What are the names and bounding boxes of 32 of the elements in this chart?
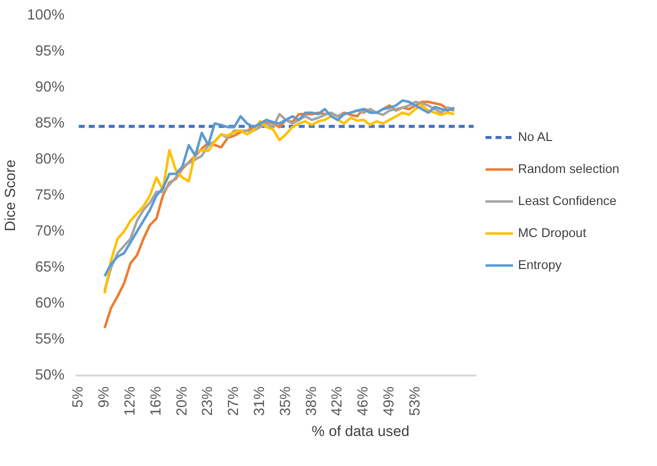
x-tick-label: 23% [200,386,216,416]
x-tick-label: 42% [330,386,346,416]
y-tick-label: 75% [35,188,65,204]
legend-label: Entropy [518,258,562,272]
y-tick-label: 80% [35,152,65,168]
x-tick-label: 35% [278,386,294,416]
y-axis-title: Dice Score [3,160,20,232]
x-tick-label: 16% [148,386,164,416]
x-tick-label: 20% [174,386,190,416]
legend-label: No AL [518,130,552,144]
y-tick-label: 55% [35,332,65,348]
x-tick-label: 31% [252,386,268,416]
y-tick-label: 60% [35,296,65,312]
y-tick-label: 90% [35,80,65,96]
x-tick-label: 38% [304,386,320,416]
x-tick-label: 49% [382,386,398,416]
legend-label: Least Confidence [518,194,617,208]
x-axis-title: % of data used [312,424,410,440]
x-tick-label: 27% [226,386,242,416]
x-tick-label: 9% [96,386,113,408]
y-tick-label: 65% [35,260,65,276]
legend-label: MC Dropout [518,226,586,240]
y-tick-label: 95% [35,44,65,60]
y-tick-label: 85% [35,116,65,132]
x-tick-label: 12% [122,386,139,416]
x-tick-label: 46% [356,386,372,416]
y-tick-label: 100% [27,8,65,24]
x-tick-label: 5% [70,386,87,408]
y-tick-label: 70% [35,224,65,240]
legend-label: Random selection [518,162,620,176]
x-tick-label: 53% [407,386,424,416]
y-tick-label: 50% [35,368,65,384]
